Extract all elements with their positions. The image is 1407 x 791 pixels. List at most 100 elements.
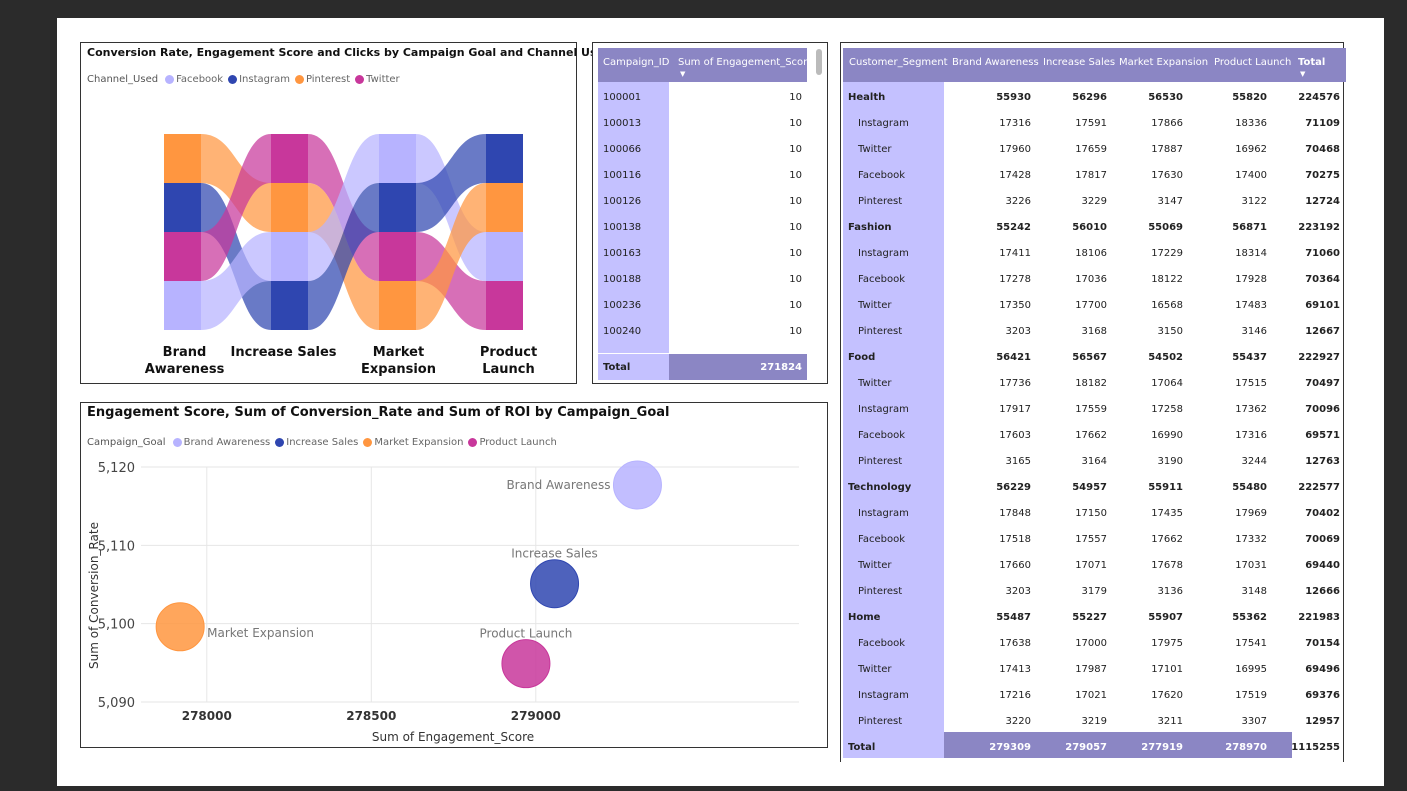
flow-instagram-3[interactable] bbox=[416, 134, 486, 232]
bubble-market-expansion[interactable] bbox=[155, 602, 205, 652]
matrix-col-header-market-expansion[interactable]: Market Expansion bbox=[1119, 57, 1209, 68]
channel-row[interactable]: Twitter 17736 18182 17064 17515 70497 bbox=[843, 368, 1346, 394]
channel-row[interactable]: Twitter 17960 17659 17887 16962 70468 bbox=[843, 134, 1346, 160]
node-product-launch-facebook[interactable] bbox=[486, 232, 523, 281]
matrix-total-row[interactable]: Total 279309 279057 277919 278970 1115255 bbox=[843, 732, 1346, 758]
value-cell: 17659 bbox=[1075, 144, 1107, 155]
sort-caret-icon[interactable]: ▼ bbox=[1300, 70, 1306, 78]
channel-row[interactable]: Pinterest 3226 3229 3147 3122 12724 bbox=[843, 186, 1346, 212]
row-label: Pinterest bbox=[858, 196, 903, 207]
sort-caret-icon[interactable]: ▼ bbox=[680, 70, 686, 78]
scatter-chart[interactable]: 5,090 5,100 5,110 5,120 278000 278500 279000 Su… bbox=[81, 403, 827, 747]
channel-row[interactable]: Instagram 17411 18106 17229 18314 71060 bbox=[843, 238, 1346, 264]
table-row[interactable]: 100126 10 bbox=[598, 186, 807, 212]
col-header-engagement[interactable]: Sum of Engagement_Score bbox=[678, 57, 814, 68]
node-increase-sales-pinterest[interactable] bbox=[271, 183, 308, 232]
channel-row[interactable]: Instagram 17917 17559 17258 17362 70096 bbox=[843, 394, 1346, 420]
node-market-expansion-instagram[interactable] bbox=[379, 183, 416, 232]
bubble-brand-awareness[interactable] bbox=[612, 460, 662, 510]
channel-row[interactable]: Facebook 17428 17817 17630 17400 70275 bbox=[843, 160, 1346, 186]
segment-matrix[interactable]: Customer_Segment Brand Awareness Increas… bbox=[840, 42, 1346, 762]
legend-item-market-expansion[interactable]: Market Expansion bbox=[363, 437, 463, 448]
value-cell: 222927 bbox=[1298, 352, 1340, 363]
engagement-cell: 10 bbox=[789, 196, 802, 207]
channel-row[interactable]: Instagram 17848 17150 17435 17969 70402 bbox=[843, 498, 1346, 524]
flow-instagram-2[interactable] bbox=[308, 183, 379, 330]
channel-row[interactable]: Twitter 17660 17071 17678 17031 69440 bbox=[843, 550, 1346, 576]
channel-row[interactable]: Pinterest 3203 3179 3136 3148 12666 bbox=[843, 576, 1346, 602]
legend-item-product-launch[interactable]: Product Launch bbox=[468, 437, 557, 448]
matrix-col-header-increase-sales[interactable]: Increase Sales bbox=[1043, 57, 1116, 68]
node-market-expansion-facebook[interactable] bbox=[379, 134, 416, 183]
row-label: Pinterest bbox=[858, 456, 903, 467]
segment-row[interactable]: Home 55487 55227 55907 55362 221983 bbox=[843, 602, 1346, 628]
node-brand-awareness-instagram[interactable] bbox=[164, 183, 201, 232]
channel-row[interactable]: Facebook 17603 17662 16990 17316 69571 bbox=[843, 420, 1346, 446]
legend-item-brand-awareness[interactable]: Brand Awareness bbox=[172, 437, 270, 448]
channel-row[interactable]: Facebook 17638 17000 17975 17541 70154 bbox=[843, 628, 1346, 654]
channel-row[interactable]: Instagram 17316 17591 17866 18336 71109 bbox=[843, 108, 1346, 134]
legend-item-twitter[interactable]: Twitter bbox=[355, 74, 400, 85]
table-row[interactable]: 100116 10 bbox=[598, 160, 807, 186]
legend-item-facebook[interactable]: Facebook bbox=[165, 74, 223, 85]
table-row[interactable]: 100001 10 bbox=[598, 82, 807, 108]
channel-row[interactable]: Pinterest 3203 3168 3150 3146 12667 bbox=[843, 316, 1346, 342]
table-row[interactable]: 100163 10 bbox=[598, 238, 807, 264]
value-cell: 17960 bbox=[999, 144, 1031, 155]
node-increase-sales-facebook[interactable] bbox=[271, 232, 308, 281]
node-increase-sales-twitter[interactable] bbox=[271, 134, 308, 183]
engagement-cell: 10 bbox=[789, 326, 802, 337]
channel-row[interactable]: Twitter 17413 17987 17101 16995 69496 bbox=[843, 654, 1346, 680]
scatter-title: Engagement Score, Sum of Conversion_Rate… bbox=[87, 405, 670, 420]
matrix-col-header-total[interactable]: Total bbox=[1298, 57, 1326, 68]
table-row[interactable]: 100138 10 bbox=[598, 212, 807, 238]
table-row[interactable]: 100013 10 bbox=[598, 108, 807, 134]
campaign-scrollbar[interactable] bbox=[816, 49, 822, 75]
node-market-expansion-pinterest[interactable] bbox=[379, 281, 416, 330]
channel-row[interactable]: Facebook 17518 17557 17662 17332 70069 bbox=[843, 524, 1346, 550]
node-product-launch-instagram[interactable] bbox=[486, 134, 523, 183]
segment-row[interactable]: Fashion 55242 56010 55069 56871 223192 bbox=[843, 212, 1346, 238]
channel-row[interactable]: Facebook 17278 17036 18122 17928 70364 bbox=[843, 264, 1346, 290]
flow-facebook-1[interactable] bbox=[201, 232, 271, 330]
flow-pinterest-3[interactable] bbox=[416, 183, 486, 330]
table-row[interactable]: 100236 10 bbox=[598, 290, 807, 316]
node-product-launch-pinterest[interactable] bbox=[486, 183, 523, 232]
flow-facebook-2[interactable] bbox=[308, 134, 379, 281]
legend-item-pinterest[interactable]: Pinterest bbox=[294, 74, 350, 85]
legend-item-increase-sales[interactable]: Increase Sales bbox=[275, 437, 358, 448]
sankey-chart[interactable]: Brand Awareness Increase Sales Market Expans… bbox=[81, 43, 576, 383]
table-row[interactable]: 100188 10 bbox=[598, 264, 807, 290]
bubble-product-launch[interactable] bbox=[501, 639, 551, 689]
row-label: Facebook bbox=[858, 638, 905, 649]
node-increase-sales-instagram[interactable] bbox=[271, 281, 308, 330]
node-brand-awareness-facebook[interactable] bbox=[164, 281, 201, 330]
campaign-table[interactable]: Campaign_ID Sum of Engagement_Score ▼ 10… bbox=[592, 42, 828, 384]
value-cell: 17332 bbox=[1235, 534, 1267, 545]
table-row[interactable]: 100240 10 bbox=[598, 316, 807, 342]
col-header-campaign-id[interactable]: Campaign_ID bbox=[603, 57, 670, 68]
flow-twitter-1[interactable] bbox=[201, 134, 271, 281]
segment-row[interactable]: Food 56421 56567 54502 55437 222927 bbox=[843, 342, 1346, 368]
legend-item-instagram[interactable]: Instagram bbox=[228, 74, 290, 85]
bubble-increase-sales[interactable] bbox=[530, 559, 580, 609]
node-brand-awareness-pinterest[interactable] bbox=[164, 134, 201, 183]
channel-row[interactable]: Pinterest 3220 3219 3211 3307 12957 bbox=[843, 706, 1346, 732]
value-cell: 69440 bbox=[1305, 560, 1340, 571]
value-cell: 3190 bbox=[1157, 456, 1183, 467]
table-row[interactable]: 100066 10 bbox=[598, 134, 807, 160]
segment-row[interactable]: Health 55930 56296 56530 55820 224576 bbox=[843, 82, 1346, 108]
node-brand-awareness-twitter[interactable] bbox=[164, 232, 201, 281]
matrix-col-header-segment[interactable]: Customer_Segment bbox=[849, 57, 948, 68]
channel-row[interactable]: Pinterest 3165 3164 3190 3244 12763 bbox=[843, 446, 1346, 472]
segment-row[interactable]: Technology 56229 54957 55911 55480 222577 bbox=[843, 472, 1346, 498]
channel-row[interactable]: Instagram 17216 17021 17620 17519 69376 bbox=[843, 680, 1346, 706]
matrix-col-header-brand-awareness[interactable]: Brand Awareness bbox=[952, 57, 1039, 68]
value-cell: 55437 bbox=[1232, 352, 1267, 363]
node-market-expansion-twitter[interactable] bbox=[379, 232, 416, 281]
matrix-col-header-product-launch[interactable]: Product Launch bbox=[1214, 57, 1292, 68]
scatter-visual[interactable]: Engagement Score, Sum of Conversion_Rate… bbox=[80, 402, 828, 748]
node-product-launch-twitter[interactable] bbox=[486, 281, 523, 330]
channel-row[interactable]: Twitter 17350 17700 16568 17483 69101 bbox=[843, 290, 1346, 316]
sankey-visual[interactable]: Conversion Rate, Engagement Score and Cl… bbox=[80, 42, 612, 384]
